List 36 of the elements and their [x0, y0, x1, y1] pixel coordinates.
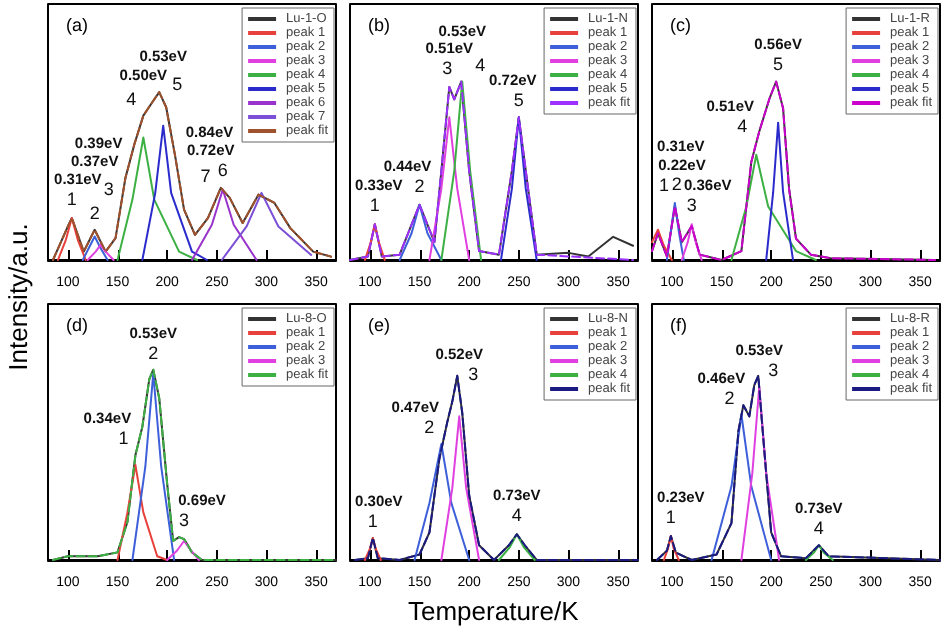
annotation: 1 [369, 195, 380, 216]
chart-title: (a) [66, 15, 88, 35]
annotation: 5 [172, 73, 183, 94]
text: 5 [773, 54, 784, 75]
annotation: 3 [179, 510, 190, 531]
annotation: 3 [103, 178, 114, 199]
annotation: 1 [118, 428, 129, 449]
chart-title: (d) [66, 315, 88, 335]
annotation: 4 [813, 518, 824, 539]
annotation: 2 [724, 387, 735, 408]
text: 2 [148, 342, 159, 363]
chart-title: (c) [670, 15, 691, 35]
annotation: 3 [468, 363, 479, 384]
annotation: 2 [414, 175, 425, 196]
annotation: 4 [737, 115, 748, 136]
annotation: 1 [658, 174, 669, 195]
text: 4 [475, 54, 486, 75]
annotation: 1 [367, 510, 378, 531]
annotation: 2 [671, 173, 682, 194]
text: 3 [442, 57, 453, 78]
annotation: 1 [665, 507, 676, 528]
x-axis-title: Temperature/K [408, 596, 579, 626]
annotation: 1 [66, 189, 77, 210]
chart-title: (b) [368, 15, 390, 35]
chart-title: (f) [670, 315, 687, 335]
annotation: 2 [89, 202, 100, 223]
annotation: 2 [424, 416, 435, 437]
annotation: 4 [511, 505, 522, 526]
annotation: 3 [686, 195, 697, 216]
annotation: 4 [126, 88, 137, 109]
y-axis-title: Intensity/a.u. [2, 222, 33, 370]
annotation: 6 [217, 160, 228, 181]
chart-title: (e) [368, 315, 390, 335]
annotation: 5 [513, 90, 524, 111]
annotation: 7 [200, 165, 211, 186]
annotation: 3 [768, 359, 779, 380]
